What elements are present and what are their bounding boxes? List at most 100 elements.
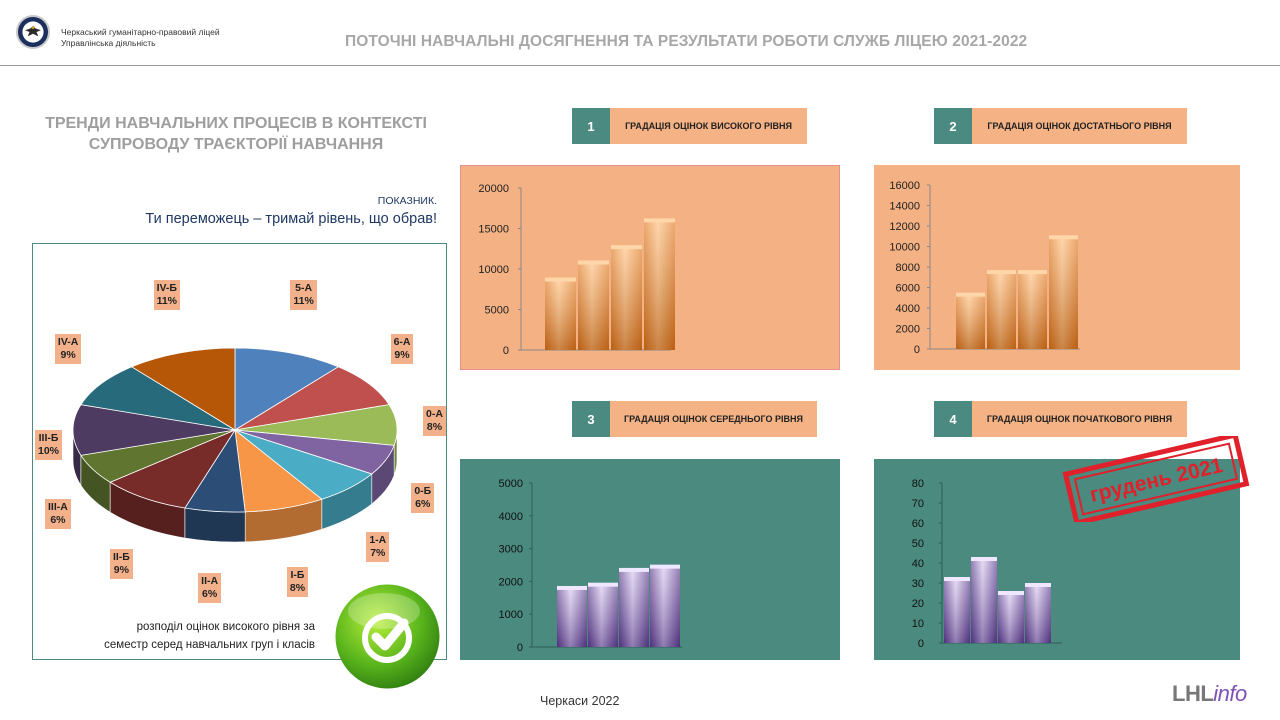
y-tick-label: 1000: [499, 609, 523, 621]
section-heading-line2: СУПРОВОДУ ТРАЄКТОРІЇ НАВЧАННЯ: [88, 136, 384, 153]
bar-top: [644, 218, 675, 223]
bar-shade: [987, 272, 1016, 349]
pie-label-value: 6%: [415, 498, 431, 510]
y-tick-label: 2000: [499, 576, 523, 588]
bar-top: [998, 591, 1024, 595]
pie-label-category: І-Б: [290, 568, 305, 581]
bar-shade: [971, 559, 997, 643]
bar-top: [588, 582, 618, 587]
y-tick-label: 10000: [478, 264, 509, 276]
pie-caption: розподіл оцінок високого рівня за семест…: [50, 618, 315, 654]
pie-label-value: 8%: [426, 420, 443, 433]
pie-label-ІІІ-А: ІІІ-А 6%: [44, 499, 71, 530]
pie-label-IV-А: IV-А 9%: [54, 334, 82, 365]
school-info: Черкаський гуманітарно-правовий ліцей Уп…: [61, 27, 220, 49]
page-title: ПОТОЧНІ НАВЧАЛЬНІ ДОСЯГНЕННЯ ТА РЕЗУЛЬТА…: [345, 33, 1028, 50]
panel-1-number: 1: [572, 108, 610, 144]
y-tick-label: 15000: [478, 224, 509, 236]
bar-top: [545, 277, 576, 282]
y-tick-label: 40: [912, 558, 924, 570]
bar-shade: [998, 593, 1024, 643]
y-tick-label: 60: [912, 518, 924, 530]
indicator-label: ПОКАЗНИК.: [377, 195, 437, 207]
page-header: Черкаський гуманітарно-правовий ліцей Уп…: [0, 0, 1280, 66]
bar-top: [1018, 270, 1047, 275]
brand-logo: LHLinfo: [1172, 681, 1247, 707]
pie-label-ІІ-А: ІІ-А 6%: [198, 572, 222, 603]
bar-chart-initial-level: 0 10 20 30 40 50 60 70 80: [912, 478, 1062, 650]
pie-slice-5-А: [234, 347, 340, 431]
pie-label-value: 10%: [38, 445, 60, 457]
pie-label-value: 9%: [394, 349, 410, 362]
bar-shade: [944, 579, 970, 643]
bar-top: [944, 577, 970, 581]
panel-3-title: ГРАДАЦІЯ ОЦІНОК СЕРЕДНЬОГО РІВНЯ: [610, 401, 817, 437]
pie-caption-line1: розподіл оцінок високого рівня за: [136, 621, 315, 633]
panel-3-number: 3: [572, 401, 610, 437]
bar-shade: [650, 566, 680, 647]
bar-chart-high-level: 0 5000 10000 15000 20000: [478, 183, 675, 357]
y-tick-label: 10000: [889, 242, 920, 254]
pie-slice-6-А: [234, 366, 390, 431]
pie-caption-line2: семестр серед навчальних груп і класів: [104, 639, 315, 651]
pie-chart: [72, 347, 398, 543]
pie-label-IV-Б: IV-Б 11%: [153, 279, 180, 310]
pie-slice-ІІІ-Б: [72, 404, 236, 456]
pie-label-value: 11%: [293, 294, 314, 307]
y-tick-label: 5000: [499, 478, 523, 490]
pie-label-category: 0-Б: [414, 485, 432, 497]
bar-top: [987, 270, 1016, 275]
pie-label-6-А: 6-А 9%: [390, 334, 414, 365]
pie-label-category: 0-А: [426, 407, 443, 420]
y-tick-label: 0: [914, 344, 920, 356]
y-tick-label: 20: [912, 598, 924, 610]
brand-part2: info: [1213, 681, 1247, 706]
y-tick-label: 20000: [478, 183, 509, 195]
bar-shade: [644, 220, 675, 350]
y-tick-label: 80: [912, 478, 924, 490]
pie-label-value: 9%: [60, 349, 76, 362]
pie-slice-ІІ-Б: [109, 429, 237, 509]
bar-shade: [557, 587, 587, 647]
bar-shade: [611, 247, 642, 350]
bar-shade: [1049, 237, 1078, 349]
chart-high-level: 0 5000 10000 15000 20000: [460, 165, 840, 370]
pie-label-category: ІІІ-А: [47, 501, 68, 514]
y-tick-label: 6000: [896, 283, 920, 295]
bar-chart-sufficient-level: 0 2000 4000 6000 8000 10000 12000 14000 16000: [889, 180, 1080, 356]
bar-top: [619, 567, 649, 572]
bar-top: [557, 585, 587, 590]
pie-label-value: 9%: [113, 564, 129, 577]
y-tick-label: 30: [912, 578, 924, 590]
pie-label-category: 5-А: [295, 281, 313, 294]
pie-side-ІІ-А: [184, 507, 246, 543]
section-heading: ТРЕНДИ НАВЧАЛЬНИХ ПРОЦЕСІВ В КОНТЕКСТІ С…: [36, 113, 436, 155]
pie-label-1-А: 1-А 7%: [366, 531, 390, 562]
bar-shade: [545, 279, 576, 350]
panel-1-title: ГРАДАЦІЯ ОЦІНОК ВИСОКОГО РІВНЯ: [610, 108, 807, 144]
bar-shade: [619, 569, 649, 647]
y-tick-label: 12000: [889, 221, 920, 233]
pie-label-5-А: 5-А 11%: [290, 279, 317, 310]
bar-top: [956, 292, 985, 297]
pie-label-category: 6-А: [393, 336, 411, 349]
bar-shade: [578, 262, 609, 350]
footer-text: Черкаси 2022: [540, 694, 620, 708]
school-subtitle: Управлінська діяльність: [61, 38, 156, 48]
pie-side-walls: [72, 429, 398, 543]
bar-top: [611, 245, 642, 250]
bar-shade: [956, 294, 985, 349]
y-tick-label: 4000: [499, 511, 523, 523]
chart-sufficient-level: 0 2000 4000 6000 8000 10000 12000 14000 16000: [874, 165, 1240, 370]
pie-label-category: 1-А: [369, 533, 387, 546]
bar-shade: [1018, 272, 1047, 349]
bar-top: [971, 557, 997, 561]
y-tick-label: 70: [912, 498, 924, 510]
chart-average-level: 0 1000 2000 3000 4000 5000: [460, 459, 840, 660]
pie-label-І-Б: І-Б 8%: [286, 566, 309, 597]
pie-label-category: IV-Б: [156, 281, 177, 294]
bar-shade: [1025, 585, 1051, 643]
panel-4-number: 4: [934, 401, 972, 437]
bar-top: [1025, 583, 1051, 587]
pie-label-value: 7%: [370, 546, 386, 559]
